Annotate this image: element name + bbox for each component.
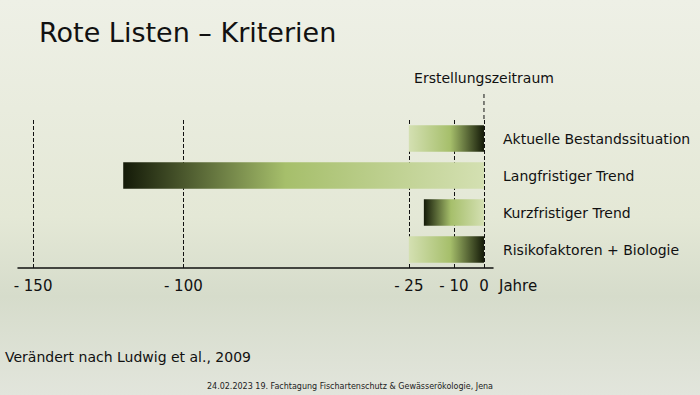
svg-text:- 25: - 25 xyxy=(394,277,423,295)
svg-text:Verändert nach Ludwig et al.,: Verändert nach Ludwig et al., 2009 xyxy=(5,349,251,365)
svg-text:Erstellungszeitraum: Erstellungszeitraum xyxy=(414,70,554,86)
svg-text:- 100: - 100 xyxy=(164,277,203,295)
svg-text:24.02.2023 19. Fachtagung Fisc: 24.02.2023 19. Fachtagung Fischartenschu… xyxy=(207,382,493,391)
svg-text:Risikofaktoren + Biologie: Risikofaktoren + Biologie xyxy=(503,242,679,258)
svg-text:- 10: - 10 xyxy=(439,277,468,295)
svg-text:Jahre: Jahre xyxy=(498,277,537,295)
svg-text:Aktuelle Bestandssituation: Aktuelle Bestandssituation xyxy=(503,131,690,147)
svg-text:Kurzfristiger Trend: Kurzfristiger Trend xyxy=(503,205,631,221)
svg-text:Rote Listen – Kriterien: Rote Listen – Kriterien xyxy=(39,17,336,48)
svg-text:0: 0 xyxy=(479,277,489,295)
svg-text:- 150: - 150 xyxy=(14,277,53,295)
svg-text:Langfristiger Trend: Langfristiger Trend xyxy=(503,168,634,184)
